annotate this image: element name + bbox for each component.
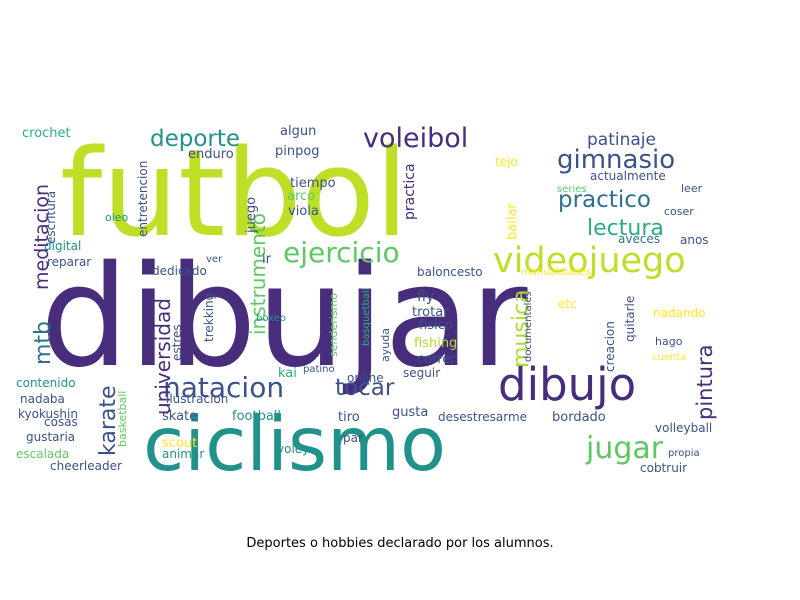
word-fly: fly <box>417 289 434 305</box>
word-patinaje: patinaje <box>587 130 656 150</box>
word-trotar: trotar <box>412 305 449 320</box>
word-animar: animar <box>162 447 204 461</box>
word-practico: practico <box>558 187 651 213</box>
word-cuenta: cuenta <box>652 352 686 363</box>
word-musica: musica <box>509 289 534 368</box>
word-contenido: contenido <box>16 376 76 390</box>
word-ilustracion: ilustracion <box>166 392 228 406</box>
word-dedicado: dedicado <box>152 264 207 278</box>
word-online: online <box>347 371 384 385</box>
word-universidad: universidad <box>151 298 175 415</box>
word-dibujo: dibujo <box>498 358 636 411</box>
word-seguir: seguir <box>403 366 440 380</box>
word-voleibol: voleibol <box>363 123 468 154</box>
word-senderismo: senderismo <box>327 293 340 357</box>
word-gusta: gusta <box>392 405 428 420</box>
word-hago: hago <box>655 335 683 348</box>
word-patino: patino <box>303 364 335 375</box>
word-algun: algun <box>280 124 316 139</box>
word-fisico: fisico <box>419 318 453 333</box>
word-dibujar: dibujar <box>40 236 528 399</box>
word-actualmente: actualmente <box>590 169 666 183</box>
word-tejo: tejo <box>495 155 518 169</box>
word-meditacion: meditacion <box>31 184 53 290</box>
word-volleyball: volleyball <box>655 421 712 435</box>
word-reparar: reparar <box>47 255 91 269</box>
word-etc: etc <box>558 297 577 311</box>
word-pinpog: pinpog <box>275 144 320 159</box>
word-creacion: creacion <box>603 321 617 372</box>
word-lectura: lectura <box>587 216 664 241</box>
word-mtb: mtb <box>31 321 56 365</box>
word-cheerleader: cheerleader <box>50 459 122 473</box>
word-fishing: fishing <box>414 336 457 351</box>
word-oleo: oleo <box>105 211 129 224</box>
word-tiro: tiro <box>338 410 360 425</box>
word-scout: scout <box>162 436 197 451</box>
word-deporte: deporte <box>150 126 240 152</box>
word-correr: correr <box>417 352 456 367</box>
word-juego: juego <box>244 197 259 234</box>
word-tiempo: tiempo <box>290 176 336 191</box>
word-tocar: tocar <box>335 375 395 401</box>
word-ayuda: ayuda <box>379 328 392 362</box>
word-videojuego: videojuego <box>493 241 686 281</box>
word-pintura: pintura <box>693 344 717 420</box>
word-propia: propia <box>668 448 700 459</box>
word-arco: arco <box>287 189 315 204</box>
figure-caption: Deportes o hobbies declarado por los alu… <box>246 536 554 551</box>
word-ejercicio: ejercicio <box>283 236 400 269</box>
word-ver: ver <box>206 254 223 265</box>
word-basketball: basketball <box>116 391 129 447</box>
word-bordado: bordado <box>552 410 606 425</box>
word-escalada: escalada <box>16 447 69 461</box>
word-cobtruir: cobtruir <box>640 461 687 475</box>
word-natacion: natacion <box>163 371 284 404</box>
word-crochet: crochet <box>22 126 71 141</box>
word-ciclismo: ciclismo <box>143 400 446 488</box>
word-bailar: bailar <box>505 203 520 240</box>
word-gimnasio: gimnasio <box>557 145 675 175</box>
word-manualidades: manualidades <box>521 267 591 278</box>
word-practica: practica <box>402 163 418 220</box>
word-nadando: nadando <box>653 306 706 320</box>
word-jugar: jugar <box>585 431 664 466</box>
word-instrumento: instrumento <box>246 213 270 335</box>
word-ir: ir <box>262 252 272 267</box>
word-boxeo: boxeo <box>256 313 286 324</box>
word-documentales: documentales <box>523 291 534 362</box>
word-gustaria: gustaria <box>26 430 75 444</box>
word-digital: digital <box>44 239 81 253</box>
word-leer: leer <box>681 182 703 195</box>
word-kai: kai <box>278 366 297 381</box>
word-trekking: trekking <box>202 293 216 342</box>
word-cosas: cosas <box>44 415 78 429</box>
word-futbol: futbol <box>60 125 408 264</box>
word-football: football <box>232 409 281 424</box>
word-baloncesto: baloncesto <box>417 265 483 279</box>
word-basquetball: basquetball <box>361 288 372 346</box>
word-skate: skate <box>162 409 197 424</box>
word-par: par <box>343 431 363 445</box>
word-estres: estres <box>170 324 184 361</box>
word-nadaba: nadaba <box>20 392 65 406</box>
word-series: series <box>557 184 587 195</box>
word-voley: voley <box>277 442 309 456</box>
word-enduro: enduro <box>188 147 234 162</box>
word-escritura: escritura <box>44 191 58 244</box>
word-quitarle: quitarle <box>623 296 637 342</box>
word-desestresarme: desestresarme <box>438 410 527 424</box>
word-coser: coser <box>664 205 694 218</box>
word-entretencion: entretencion <box>136 161 150 237</box>
word-karate: karate <box>96 385 121 456</box>
word-anos: anos <box>680 233 709 247</box>
word-aveces: aveces <box>618 232 660 246</box>
word-kyokushin: kyokushin <box>18 407 78 421</box>
word-viola: viola <box>288 204 319 219</box>
